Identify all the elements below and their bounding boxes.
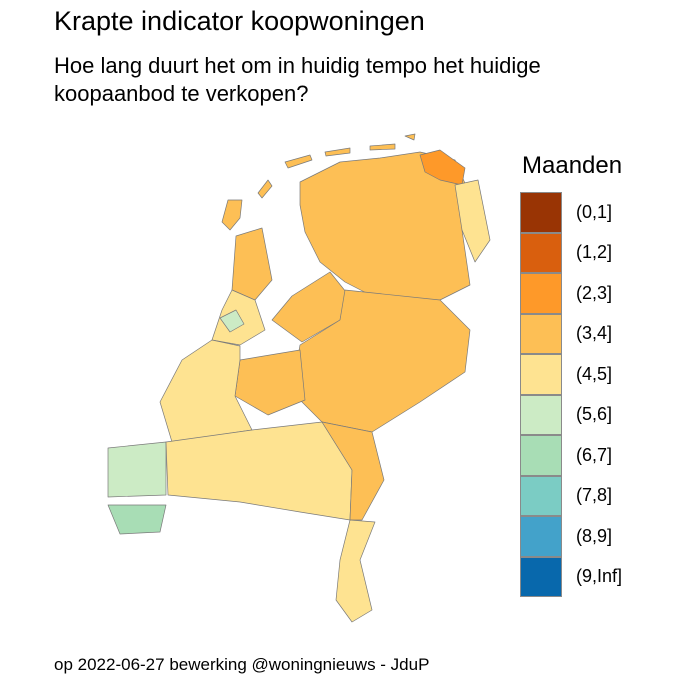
legend-swatch xyxy=(520,516,562,557)
legend-label: (1,2] xyxy=(576,242,613,263)
legend-item: (1,2] xyxy=(520,232,622,273)
region-noord-holland-noord xyxy=(231,227,273,301)
legend-label: (0,1] xyxy=(576,201,613,222)
legend-item: (2,3] xyxy=(520,273,622,314)
legend-item: (8,9] xyxy=(520,516,622,557)
legend-swatch xyxy=(520,313,562,354)
region-texel xyxy=(221,199,243,231)
region-utrecht xyxy=(234,349,306,416)
region-limburg xyxy=(335,519,376,623)
region-noord-holland-patch xyxy=(219,309,245,333)
legend-swatch xyxy=(520,556,562,597)
legend-swatch xyxy=(520,232,562,273)
legend-item: (4,5] xyxy=(520,354,622,395)
legend-swatch xyxy=(520,435,562,476)
legend: (0,1] (1,2] (2,3] (3,4] (4,5] (5,6] (6,7] (7,8]… xyxy=(520,192,622,597)
legend-label: (3,4] xyxy=(576,323,613,344)
legend-label: (5,6] xyxy=(576,404,613,425)
legend-item: (0,1] xyxy=(520,192,622,233)
legend-item: (5,6] xyxy=(520,394,622,435)
legend-label: (9,Inf] xyxy=(576,566,623,587)
legend-title: Maanden xyxy=(522,152,623,179)
region-oost-strook xyxy=(454,179,491,263)
legend-swatch xyxy=(520,394,562,435)
legend-label: (6,7] xyxy=(576,444,613,465)
legend-item: (9,Inf] xyxy=(520,556,623,597)
legend-item: (3,4] xyxy=(520,313,622,354)
legend-label: (8,9] xyxy=(576,525,613,546)
legend-label: (2,3] xyxy=(576,282,613,303)
legend-label: (4,5] xyxy=(576,363,613,384)
legend-swatch xyxy=(520,475,562,516)
caption: op 2022-06-27 bewerking @woningnieuws - … xyxy=(54,655,430,674)
legend-swatch xyxy=(520,354,562,395)
chart-subtitle: Hoe lang duurt het om in huidig tempo he… xyxy=(54,53,541,106)
region-zeeland-eilanden xyxy=(107,441,167,498)
region-noord xyxy=(299,151,471,301)
region-brabant-oost xyxy=(321,421,385,521)
legend-swatch xyxy=(520,192,562,233)
legend-item: (6,7] xyxy=(520,435,622,476)
region-zuid-holland xyxy=(159,339,253,443)
region-wadden xyxy=(257,133,416,199)
legend-label: (7,8] xyxy=(576,485,613,506)
legend-swatch xyxy=(520,273,562,314)
region-zeeuws-vlaanderen xyxy=(107,504,167,535)
chart-title: Krapte indicator koopwoningen xyxy=(54,6,425,36)
legend-item: (7,8] xyxy=(520,475,622,516)
